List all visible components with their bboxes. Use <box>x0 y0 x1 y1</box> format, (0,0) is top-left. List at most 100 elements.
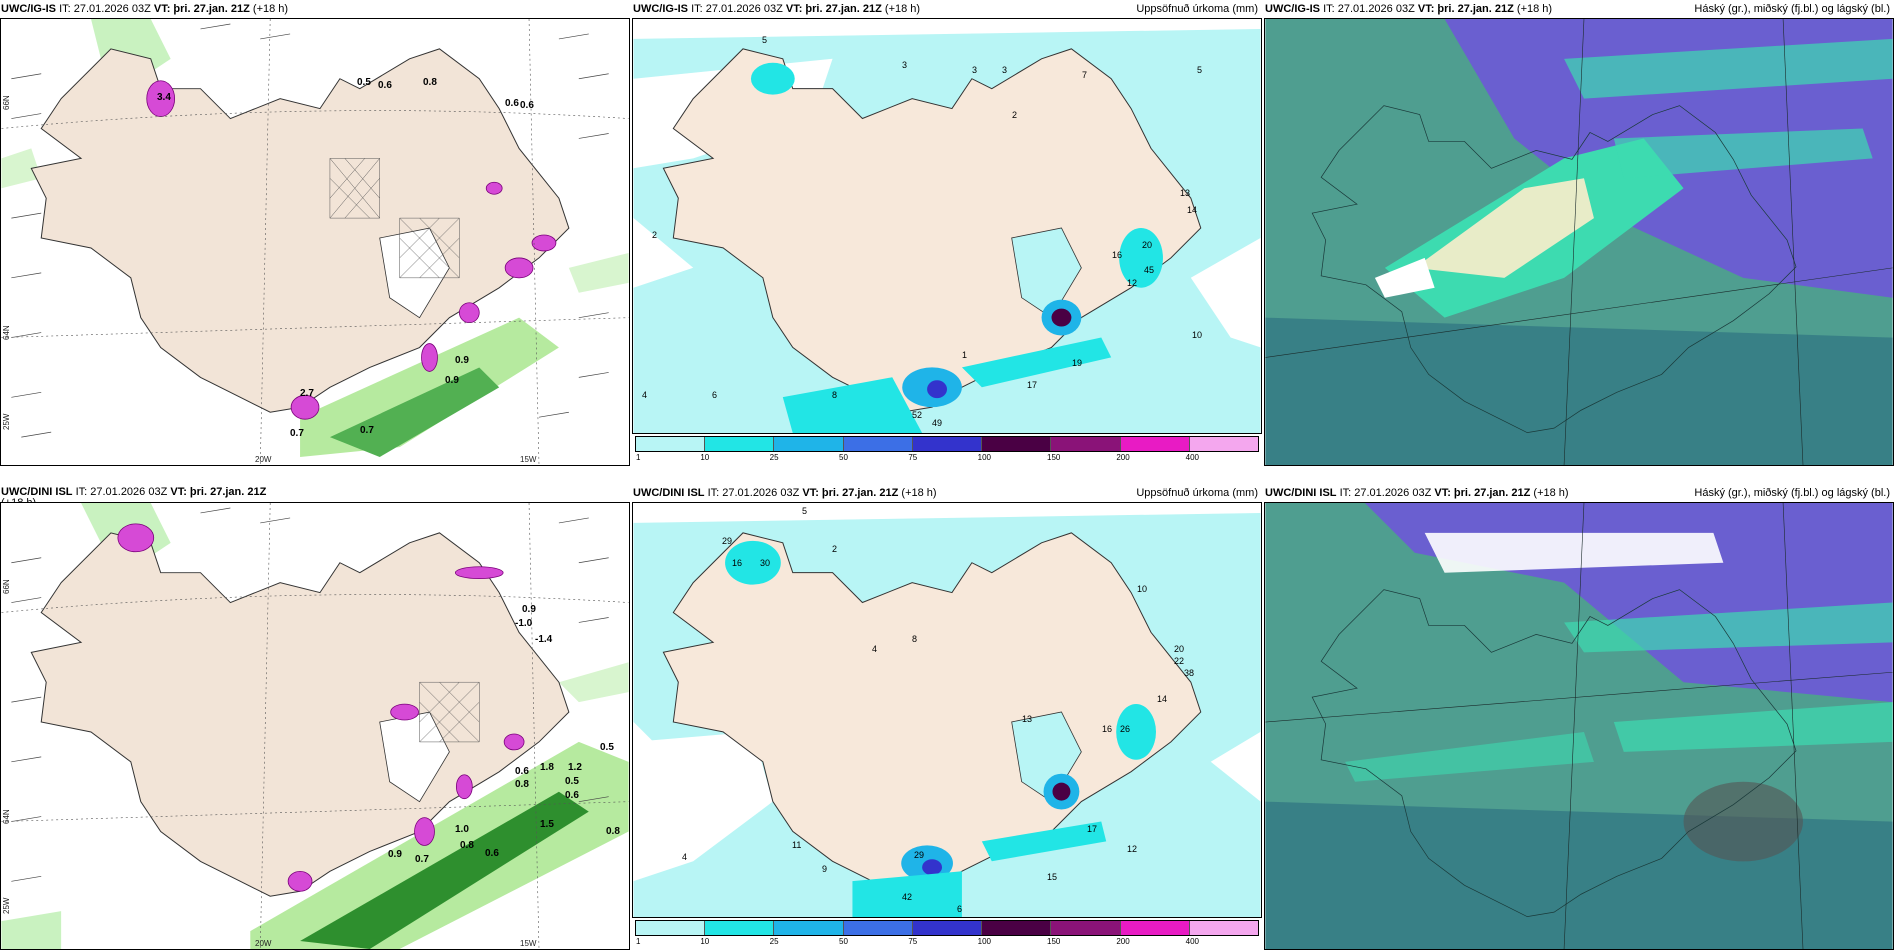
colorbar-label: 100 <box>977 453 992 462</box>
colorbar-label: 10 <box>700 937 710 946</box>
lon-label: 20W <box>255 939 272 948</box>
rain-label: 0.9 <box>522 604 536 615</box>
colorbar-bin <box>912 437 983 451</box>
panel-top-mid: UWC/IG-IS IT: 27.01.2026 03Z VT: þri. 27… <box>632 0 1262 466</box>
precip-value: 12 <box>1127 278 1137 288</box>
rain-label: 1.5 <box>540 819 554 830</box>
rain-label: 0.6 <box>505 98 519 109</box>
precip-value: 8 <box>912 634 917 644</box>
rain-label: 0.5 <box>357 77 371 88</box>
rain-label: 0.6 <box>485 848 499 859</box>
rain-label: 0.6 <box>565 790 579 801</box>
rain-label: 0.9 <box>455 355 469 366</box>
precip-value: 20 <box>1174 644 1184 654</box>
panel-bot-mid: UWC/DINI ISL IT: 27.01.2026 03Z VT: þri.… <box>632 484 1262 950</box>
panel-title: UWC/DINI ISL IT: 27.01.2026 03Z VT: þri.… <box>633 487 937 499</box>
colorbar-bin <box>1189 437 1258 451</box>
colorbar-bin <box>1120 921 1190 935</box>
panel-top-right: UWC/IG-IS IT: 27.01.2026 03Z VT: þri. 27… <box>1264 0 1894 466</box>
precip-value: 4 <box>872 644 877 654</box>
colorbar-bin <box>636 921 706 935</box>
precip-value: 4 <box>642 390 647 400</box>
colorbar-labels: 1 10 25 50 75 100 150 200 400 <box>635 937 1259 948</box>
colorbar-bin <box>912 921 983 935</box>
colorbar-label: 75 <box>908 453 918 462</box>
map-canvas <box>633 503 1261 917</box>
precip-value: 12 <box>1127 844 1137 854</box>
precip-value: 14 <box>1187 205 1197 215</box>
colorbar-bin <box>774 437 844 451</box>
rain-label: 0.8 <box>423 77 437 88</box>
wind-precip-map <box>0 18 630 466</box>
precip-value: 11 <box>792 840 801 850</box>
rain-label: 2.7 <box>300 388 314 399</box>
iceland-landmass <box>30 532 570 897</box>
precip-value: 30 <box>760 558 770 568</box>
colorbar-label: 200 <box>1116 937 1130 946</box>
wind-precip-map <box>0 502 630 950</box>
precip-value: 45 <box>1144 265 1154 275</box>
precip-value: 13 <box>1022 714 1032 724</box>
colorbar-label: 150 <box>1047 453 1061 462</box>
colorbar-label: 100 <box>977 937 992 946</box>
precip-value: 10 <box>1192 330 1202 340</box>
precip-value: 5 <box>762 35 767 45</box>
precip-value: 6 <box>957 904 962 914</box>
precip-value: 4 <box>682 852 687 862</box>
precip-value: 14 <box>1157 694 1167 704</box>
precip-value: 52 <box>912 410 922 420</box>
precip-value: 17 <box>1027 380 1037 390</box>
precip-value: 6 <box>712 390 717 400</box>
map-canvas <box>1265 503 1893 949</box>
rain-label: 0.8 <box>515 779 529 790</box>
rain-label: 0.7 <box>360 425 374 436</box>
precip-value: 22 <box>1174 656 1184 666</box>
precip-value: 2 <box>652 230 657 240</box>
colorbar-label: 400 <box>1185 937 1200 946</box>
panel-title: UWC/IG-IS IT: 27.01.2026 03Z VT: þri. 27… <box>633 3 921 15</box>
rain-label-layer: 0.5 0.6 0.6 0.8 0.6 0.9 0.9 0.7 0.7 2.7 … <box>157 77 534 439</box>
rain-label: 1.8 <box>540 762 554 773</box>
precip-value: 26 <box>1120 724 1130 734</box>
colorbar-bin <box>705 437 775 451</box>
lon-label: 20W <box>255 455 272 464</box>
colorbar-bin <box>1189 921 1258 935</box>
cloud-map <box>1264 502 1894 950</box>
panel-top-left: UWC/IG-IS IT: 27.01.2026 03Z VT: þri. 27… <box>0 0 630 466</box>
rain-label-layer: 0.5 0.5 0.6 0.8 1.2 1.8 1.5 0.8 0.6 0.9 … <box>388 604 620 865</box>
rain-label: 0.8 <box>460 840 474 851</box>
precip-value: 19 <box>1072 358 1082 368</box>
panel-subtitle: Uppsöfnuð úrkoma (mm) <box>1136 3 1258 15</box>
precip-value: 1 <box>962 350 967 360</box>
rain-label: 0.5 <box>565 776 579 787</box>
panel-title: UWC/IG-IS IT: 27.01.2026 03Z VT: þri. 27… <box>1265 3 1553 15</box>
colorbar-label: 75 <box>908 937 918 946</box>
precip-value: 49 <box>932 418 942 428</box>
rain-label: 0.5 <box>600 742 614 753</box>
rain-label: 0.7 <box>290 428 304 439</box>
colorbar-label: 1 <box>636 937 641 946</box>
panel-title: UWC/DINI ISL IT: 27.01.2026 03Z VT: þri.… <box>1265 487 1569 499</box>
rain-label: 0.7 <box>415 854 429 865</box>
colorbar-bin <box>843 921 913 935</box>
precip-value: 2 <box>832 544 837 554</box>
precip-number-layer: 5 3 3 3 2 7 5 13 14 20 16 45 12 52 49 17… <box>642 35 1202 428</box>
colorbar-bin <box>843 437 913 451</box>
precip-value: 10 <box>1137 584 1147 594</box>
colorbar-label: 400 <box>1185 453 1200 462</box>
precip-value: 16 <box>1112 250 1122 260</box>
panel-bot-right: UWC/DINI ISL IT: 27.01.2026 03Z VT: þri.… <box>1264 484 1894 950</box>
panel-subtitle: Háský (gr.), miðský (fj.bl.) og lágský (… <box>1694 3 1890 15</box>
precip-value: 29 <box>722 536 732 546</box>
lon-label: 15W <box>520 455 537 464</box>
colorbar-label: 1 <box>636 453 641 462</box>
precip-value: 29 <box>914 850 924 860</box>
precip-value: 7 <box>1082 70 1087 80</box>
precip-value: 20 <box>1142 240 1152 250</box>
colorbar-bin <box>1051 437 1121 451</box>
map-canvas <box>1265 19 1893 465</box>
colorbar-bin <box>774 921 844 935</box>
colorbar-label: 25 <box>769 937 779 946</box>
precip-value: 16 <box>1102 724 1112 734</box>
panel-title: UWC/IG-IS IT: 27.01.2026 03Z VT: þri. 27… <box>1 3 289 15</box>
